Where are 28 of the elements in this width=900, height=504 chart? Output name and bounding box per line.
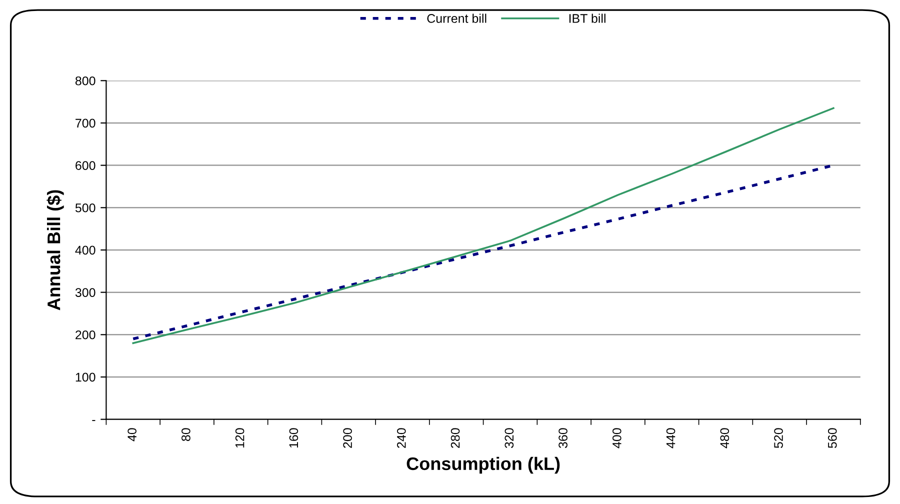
y-tick-label: 700: [76, 118, 96, 128]
legend-label: Current bill: [427, 14, 486, 23]
y-tick-label: -: [92, 420, 96, 422]
x-tick-label: 520: [774, 428, 783, 448]
legend-label: IBT bill: [569, 14, 606, 23]
x-tick-label: 40: [128, 428, 136, 442]
y-tick-label: 100: [76, 372, 96, 382]
x-tick-label: 160: [289, 428, 298, 448]
y-axis-title: Annual Bill ($): [46, 190, 64, 310]
x-tick-label: 320: [504, 428, 514, 448]
x-tick-label: 200: [343, 428, 352, 448]
y-tick-label: 400: [75, 246, 96, 255]
y-tick-label: 200: [76, 330, 96, 340]
y-tick-label: 500: [75, 203, 96, 212]
x-tick-label: 120: [235, 428, 244, 448]
x-axis-title: Consumption (kL): [406, 456, 560, 474]
x-tick-label: 480: [720, 428, 730, 448]
x-tick-label: 360: [558, 428, 568, 448]
y-tick-label: 300: [75, 288, 96, 297]
y-tick-label: 600: [76, 161, 96, 170]
x-tick-label: 240: [396, 428, 406, 448]
line-series: [132, 107, 834, 344]
x-tick-label: 80: [182, 428, 190, 442]
x-tick-label: 560: [828, 428, 837, 448]
x-tick-label: 400: [612, 428, 622, 448]
y-tick-label: 800: [75, 76, 96, 86]
x-tick-label: 280: [450, 428, 460, 448]
x-tick-label: 440: [666, 428, 676, 448]
